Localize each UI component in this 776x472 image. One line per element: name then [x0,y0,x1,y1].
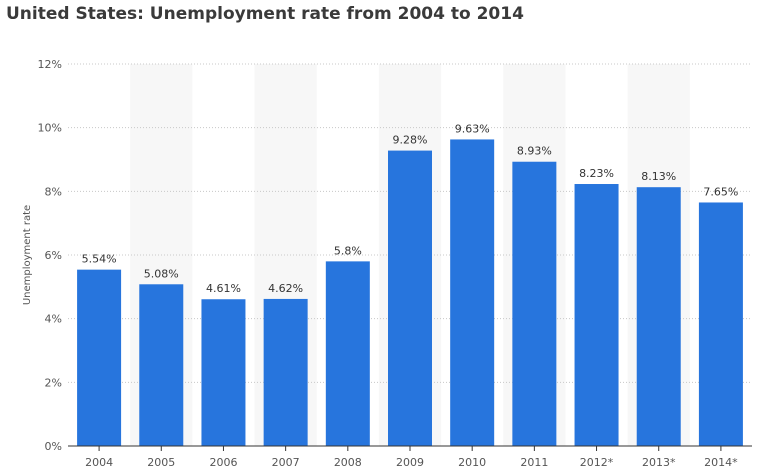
data-label: 9.63% [455,122,490,135]
bar [325,261,370,446]
bar [450,139,495,446]
bar [698,202,743,446]
y-axis-label: Unemployment rate [22,205,33,305]
data-label: 8.93% [517,145,552,158]
y-tick-label: 2% [45,376,62,389]
data-label: 8.23% [579,167,614,180]
x-tick-label: 2007 [272,456,300,469]
x-tick-label: 2006 [209,456,237,469]
y-tick-label: 4% [45,313,62,326]
x-tick-label: 2004 [85,456,113,469]
data-label: 4.62% [268,282,303,295]
x-tick-label: 2011 [520,456,548,469]
data-label: 7.65% [703,185,738,198]
x-tick-label: 2014* [704,456,738,469]
y-tick-label: 6% [45,249,62,262]
data-label: 5.08% [144,267,179,280]
y-tick-label: 12% [38,58,62,71]
data-label: 9.28% [393,134,428,147]
x-tick-label: 2012* [580,456,614,469]
bar [574,184,619,447]
x-tick-labels: 2004 2005 2006 2007 2008 2009 2010 2011 2012* 201… [85,446,738,469]
data-labels: 5.54% 5.08% 4.61% 4.62% 5.8% 9.28% 9.63% 8.93% 8… [82,122,739,295]
y-tick-label: 8% [45,185,62,198]
data-label: 4.61% [206,282,241,295]
x-tick-label: 2009 [396,456,424,469]
x-tick-label: 2008 [334,456,362,469]
bar [139,284,184,446]
data-label: 5.54% [82,253,117,266]
bar [512,161,557,446]
x-tick-label: 2005 [147,456,175,469]
data-label: 5.8% [334,244,362,257]
bars [77,139,743,447]
chart-title: United States: Unemployment rate from 20… [6,4,524,24]
y-tick-label: 0% [45,440,62,453]
x-tick-label: 2013* [642,456,676,469]
bar [77,269,122,446]
x-tick-label: 2010 [458,456,486,469]
bar [201,299,246,446]
bar [388,150,432,446]
y-tick-label: 10% [38,122,62,135]
data-label: 8.13% [641,170,676,183]
bar [263,298,308,446]
y-tick-labels: 0% 2% 4% 6% 8% 10% 12% [38,58,62,453]
bar [636,187,681,446]
